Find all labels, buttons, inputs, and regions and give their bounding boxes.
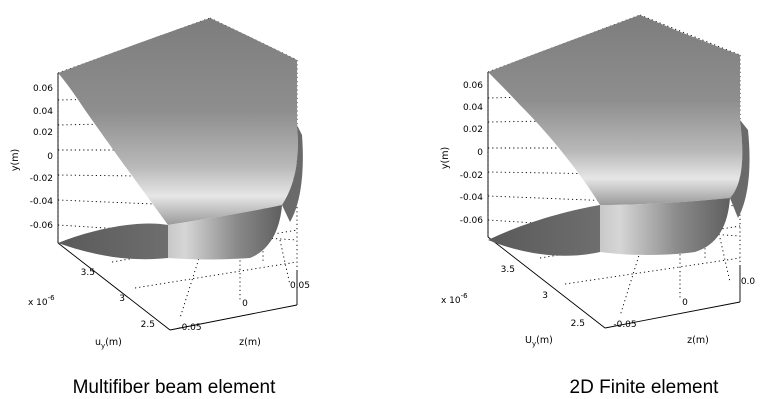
x-axis-label: Uy(m) bbox=[525, 335, 553, 348]
x-axis-label: uy(m) bbox=[95, 337, 122, 350]
surface-2d-finite bbox=[488, 15, 750, 256]
surface-multifiber bbox=[58, 18, 303, 260]
x-ticks: 3.5 3 2.5 bbox=[81, 268, 155, 330]
y-tick: 0.02 bbox=[463, 125, 483, 135]
y-tick: -0.04 bbox=[460, 193, 484, 203]
plot-frame bbox=[57, 73, 298, 331]
y-tick: -0.06 bbox=[30, 221, 54, 231]
y-tick: 0.04 bbox=[33, 107, 53, 117]
y-tick: -0.02 bbox=[30, 174, 53, 184]
y-tick: 0.04 bbox=[463, 103, 483, 113]
plot-2d-finite: 0.06 0.04 0.02 0 -0.02 -0.04 -0.06 y(m) … bbox=[440, 14, 755, 398]
x-exponent: x 10-6 bbox=[28, 294, 55, 308]
y-ticks: 0.06 0.04 0.02 0 -0.02 -0.04 -0.06 bbox=[460, 81, 484, 226]
z-ticks: -0.05 0 0.05 bbox=[178, 281, 310, 333]
x-tick: 2.5 bbox=[571, 319, 585, 329]
caption-multifiber: Multifiber beam element bbox=[73, 377, 276, 398]
x-tick: 3 bbox=[542, 291, 548, 301]
y-axis-label: y(m) bbox=[440, 147, 451, 169]
y-tick: 0 bbox=[47, 152, 53, 162]
z-axis-label: z(m) bbox=[687, 335, 709, 346]
y-tick: 0.06 bbox=[463, 81, 483, 91]
x-tick: 2.5 bbox=[141, 320, 155, 330]
y-tick: -0.04 bbox=[30, 197, 54, 207]
z-axis-label: z(m) bbox=[239, 337, 261, 348]
x-tick: 3.5 bbox=[501, 265, 515, 275]
x-tick: 3.5 bbox=[81, 268, 95, 278]
x-ticks: 3.5 3 2.5 bbox=[501, 265, 585, 329]
z-ticks: -0.05 0 0.0 bbox=[613, 277, 755, 330]
z-tick: -0.05 bbox=[178, 323, 201, 333]
z-tick: 0.0 bbox=[741, 277, 756, 287]
y-ticks: 0.06 0.04 0.02 0 -0.02 -0.04 -0.06 bbox=[30, 84, 54, 231]
y-tick: 0.06 bbox=[33, 84, 53, 94]
z-tick: 0 bbox=[242, 299, 248, 309]
z-tick: -0.05 bbox=[613, 320, 636, 330]
z-tick: 0 bbox=[682, 298, 688, 308]
y-axis-label: y(m) bbox=[10, 149, 21, 171]
z-tick: 0.05 bbox=[290, 281, 310, 291]
plot-frame bbox=[487, 72, 741, 329]
y-tick: 0 bbox=[477, 148, 483, 158]
x-exponent: x 10-6 bbox=[441, 292, 468, 306]
x-tick: 3 bbox=[119, 294, 125, 304]
y-tick: -0.02 bbox=[460, 171, 483, 181]
plot-multifiber: 0.06 0.04 0.02 0 -0.02 -0.04 -0.06 y(m) … bbox=[10, 17, 310, 398]
caption-2d-finite: 2D Finite element bbox=[570, 377, 720, 398]
y-tick: 0.02 bbox=[33, 128, 53, 138]
y-tick: -0.06 bbox=[460, 216, 484, 226]
